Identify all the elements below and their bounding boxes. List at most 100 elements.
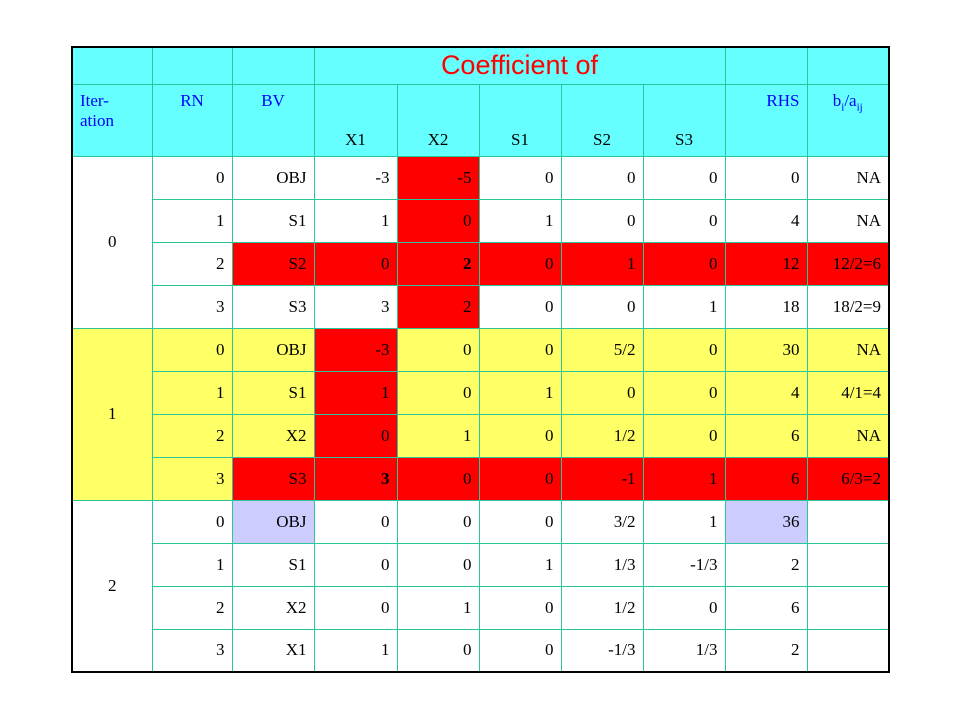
iteration-label: 1 (71, 327, 153, 501)
cell-s2: 0 (560, 370, 644, 415)
cell-rhs: 0 (724, 155, 808, 200)
cell-ratio (806, 499, 890, 544)
table-row: 3 X1 1 0 0 -1/3 1/3 2 (72, 628, 890, 673)
cell-s2: 1/2 (560, 413, 644, 458)
cell-ratio (806, 542, 890, 587)
cell-rhs: 12 (724, 241, 808, 286)
column-header-row: Iter-ation RN BV X1 X2 S1 S2 S3 RHS bi/a… (71, 83, 890, 157)
cell-s1: 0 (478, 155, 562, 200)
cell-s3: 0 (642, 198, 726, 243)
cell-x1: -3 (313, 327, 398, 372)
cell-bv: OBJ (231, 327, 315, 372)
cell-s1: 0 (478, 284, 562, 329)
cell-s1: 0 (478, 456, 562, 501)
cell-s1: 0 (478, 413, 562, 458)
table-row: 2 X2 0 1 0 1/2 0 6 (72, 585, 890, 630)
cell-x2: 0 (396, 327, 480, 372)
cell-rn: 1 (151, 370, 233, 415)
cell-x1: 0 (313, 585, 398, 630)
cell-s1: 0 (478, 585, 562, 630)
cell-rn: 2 (151, 413, 233, 458)
cell-bv: S1 (231, 198, 315, 243)
header-blank-cell (724, 46, 808, 85)
header-blank-cell (806, 46, 890, 85)
table-row: 1 S1 1 0 1 0 0 4 NA (72, 198, 890, 243)
cell-x2: 0 (396, 198, 480, 243)
cell-x1: 1 (313, 628, 398, 673)
cell-s2: 0 (560, 198, 644, 243)
header-s2: S2 (560, 83, 644, 157)
cell-x2: 1 (396, 585, 480, 630)
cell-rhs: 6 (724, 413, 808, 458)
cell-s1: 1 (478, 370, 562, 415)
cell-s2: 1/2 (560, 585, 644, 630)
iteration-label: 2 (71, 499, 153, 673)
cell-x2: -5 (396, 155, 480, 200)
cell-bv: S1 (231, 370, 315, 415)
cell-ratio (806, 585, 890, 630)
cell-s1: 1 (478, 198, 562, 243)
cell-rn: 0 (151, 155, 233, 200)
cell-s3: 1/3 (642, 628, 726, 673)
cell-ratio: NA (806, 155, 890, 200)
cell-s3: 1 (642, 456, 726, 501)
header-bv: BV (231, 83, 315, 157)
cell-bv: X2 (231, 413, 315, 458)
cell-s2: 1/3 (560, 542, 644, 587)
header-rhs: RHS (724, 83, 808, 157)
cell-s3: 0 (642, 155, 726, 200)
cell-bv: S1 (231, 542, 315, 587)
table-row: 1 S1 0 0 1 1/3 -1/3 2 (72, 542, 890, 587)
iteration-label: 0 (71, 155, 153, 329)
cell-x2: 2 (396, 284, 480, 329)
cell-ratio: NA (806, 198, 890, 243)
cell-s1: 0 (478, 241, 562, 286)
cell-bv: X1 (231, 628, 315, 673)
cell-x2: 0 (396, 542, 480, 587)
cell-x1: 1 (313, 198, 398, 243)
header-blank-cell (151, 46, 233, 85)
cell-s3: 1 (642, 499, 726, 544)
cell-ratio: 4/1=4 (806, 370, 890, 415)
cell-rhs: 6 (724, 456, 808, 501)
cell-s1: 1 (478, 542, 562, 587)
cell-s2: 0 (560, 284, 644, 329)
table-row: 3 S3 3 0 0 -1 1 6 6/3=2 (72, 456, 890, 501)
header-x2: X2 (396, 83, 480, 157)
cell-x1: 0 (313, 241, 398, 286)
cell-bv: S2 (231, 241, 315, 286)
cell-x1: 3 (313, 284, 398, 329)
cell-x2: 0 (396, 370, 480, 415)
cell-rhs: 4 (724, 370, 808, 415)
cell-ratio (806, 628, 890, 673)
cell-x1: 0 (313, 413, 398, 458)
table-row: 1 0 OBJ -3 0 0 5/2 0 30 NA (71, 327, 890, 501)
cell-s3: 0 (642, 585, 726, 630)
header-x1: X1 (313, 83, 398, 157)
title-row: Coefficient of (71, 46, 890, 85)
cell-bv: OBJ (231, 155, 315, 200)
cell-bv: S3 (231, 456, 315, 501)
cell-s2: -1 (560, 456, 644, 501)
header-rn: RN (151, 83, 233, 157)
cell-rhs: 2 (724, 542, 808, 587)
cell-s2: 3/2 (560, 499, 644, 544)
header-s3: S3 (642, 83, 726, 157)
cell-rhs: 6 (724, 585, 808, 630)
header-s1: S1 (478, 83, 562, 157)
table-row: 3 S3 3 2 0 0 1 18 18/2=9 (72, 284, 890, 329)
cell-rn: 1 (151, 542, 233, 587)
cell-ratio: NA (806, 327, 890, 372)
pivot-cell: 3 (313, 456, 398, 501)
cell-s3: 1 (642, 284, 726, 329)
cell-s2: 5/2 (560, 327, 644, 372)
cell-rn: 0 (151, 327, 233, 372)
cell-s3: 0 (642, 413, 726, 458)
header-ratio: bi/aij (806, 83, 890, 157)
header-iteration-line1: Iter- (80, 90, 109, 110)
cell-s2: 1 (560, 241, 644, 286)
cell-rhs: 2 (724, 628, 808, 673)
cell-bv: OBJ (231, 499, 315, 544)
cell-s1: 0 (478, 628, 562, 673)
cell-ratio: 6/3=2 (806, 456, 890, 501)
